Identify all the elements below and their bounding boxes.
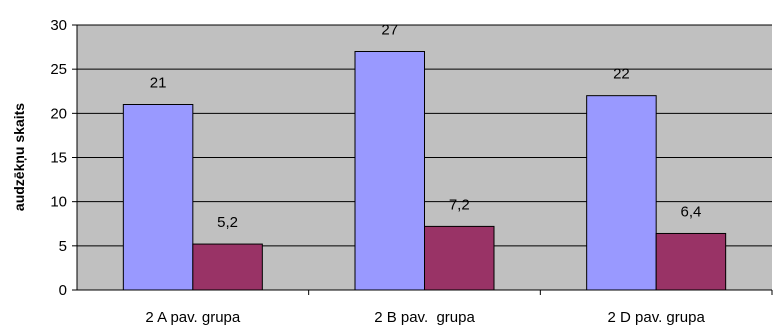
bars [122, 51, 727, 291]
data-label: 6,4 [680, 203, 701, 220]
y-tick-label: 5 [59, 238, 67, 255]
data-label: 21 [150, 75, 167, 92]
bar [354, 51, 425, 291]
y-tick-label: 30 [50, 17, 67, 34]
y-tick-label: 10 [50, 194, 67, 211]
y-tick-label: 20 [50, 105, 67, 122]
data-label: 5,2 [217, 214, 238, 231]
bar [122, 104, 194, 291]
y-tick-label: 25 [50, 61, 67, 78]
bar [424, 225, 495, 291]
data-label: 22 [613, 66, 630, 83]
y-tick-label: 0 [59, 282, 67, 299]
y-tick-labels: 0 5 10 15 20 25 30 [50, 17, 67, 299]
data-label: 7,2 [449, 196, 470, 213]
x-tick-label: 2 D pav. grupa [608, 309, 706, 326]
y-tick-label: 15 [50, 150, 67, 167]
x-tick-labels: 2 A pav. grupa 2 B pav. grupa 2 D pav. gru… [145, 309, 705, 326]
x-tick-label: 2 A pav. grupa [145, 309, 240, 326]
bar [586, 95, 657, 291]
y-axis-label: audzēkņu skaits [11, 103, 27, 211]
bar [192, 243, 263, 291]
data-label: 27 [381, 22, 398, 39]
axes [72, 24, 773, 295]
bar [655, 232, 727, 291]
data-labels: 21 5,2 27 7,2 22 6,4 [150, 22, 702, 232]
x-tick-label: 2 B pav. grupa [374, 309, 475, 326]
